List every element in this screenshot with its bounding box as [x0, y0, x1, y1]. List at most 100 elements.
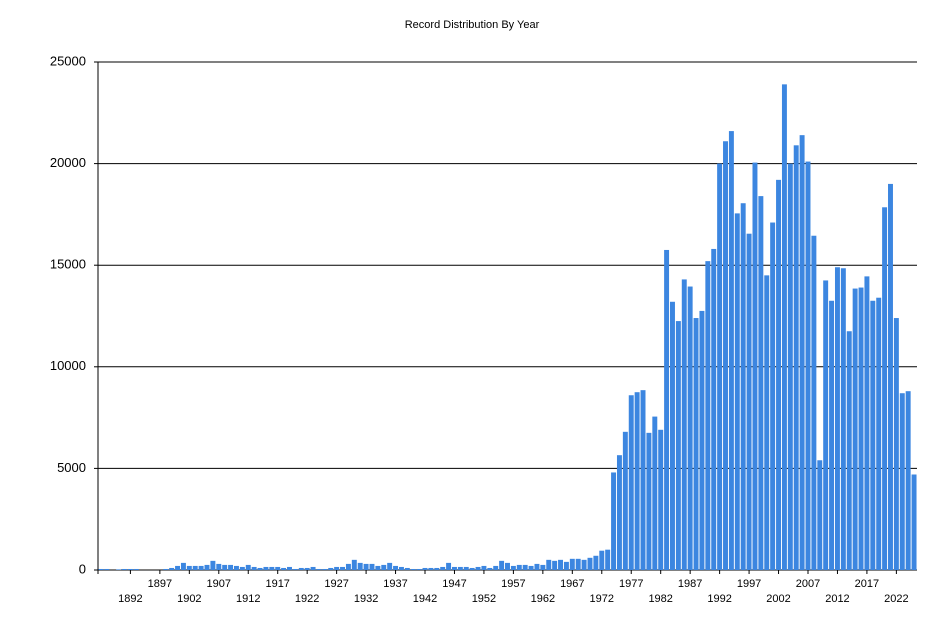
- bar: [911, 474, 917, 570]
- bar: [569, 558, 575, 570]
- bar: [905, 391, 911, 570]
- bar: [899, 393, 905, 570]
- bar: [510, 565, 516, 570]
- bar: [646, 432, 652, 570]
- bar: [216, 563, 222, 570]
- bar: [864, 276, 870, 570]
- bar: [581, 559, 587, 570]
- bar: [770, 222, 776, 570]
- bar: [717, 163, 723, 570]
- x-tick-label: 1952: [472, 593, 496, 605]
- bar: [487, 567, 493, 570]
- bar: [664, 249, 670, 570]
- x-tick-label: 1942: [413, 593, 437, 605]
- x-tick-label: 1892: [118, 593, 142, 605]
- bar: [434, 567, 440, 570]
- bar: [304, 567, 310, 570]
- bar: [829, 300, 835, 570]
- x-tick-label: 2022: [884, 593, 908, 605]
- bar: [846, 331, 852, 570]
- bar: [876, 297, 882, 570]
- bar: [493, 565, 499, 570]
- y-tick-label: 20000: [50, 155, 86, 170]
- bar: [534, 563, 540, 570]
- bar: [575, 558, 581, 570]
- y-tick-label: 0: [79, 561, 86, 576]
- bar: [781, 84, 787, 571]
- bar: [245, 564, 251, 570]
- x-tick-label: 1897: [148, 578, 172, 590]
- x-tick-label: 1972: [590, 593, 614, 605]
- x-tick-label: 1967: [560, 578, 584, 590]
- x-tick-label: 1947: [442, 578, 466, 590]
- bar: [440, 566, 446, 570]
- x-tick-label: 2017: [855, 578, 879, 590]
- bar: [711, 248, 717, 570]
- bar: [322, 568, 328, 570]
- bar: [723, 141, 728, 571]
- bar: [481, 565, 487, 570]
- bar: [239, 566, 245, 570]
- bar: [228, 564, 234, 570]
- bar: [652, 416, 658, 570]
- bar: [369, 563, 375, 570]
- bar: [192, 565, 198, 570]
- bar: [198, 565, 204, 570]
- bar: [611, 472, 617, 570]
- chart-title: Record Distribution By Year: [405, 19, 540, 31]
- bar: [340, 566, 345, 570]
- bar: [858, 287, 864, 570]
- bar: [292, 568, 298, 570]
- bar: [505, 562, 510, 570]
- x-tick-label: 1902: [177, 593, 201, 605]
- bar: [587, 557, 593, 570]
- bar: [281, 567, 287, 570]
- bar: [98, 568, 104, 570]
- bar: [752, 162, 758, 571]
- bar: [363, 563, 369, 570]
- bar: [375, 565, 381, 570]
- bar: [310, 566, 316, 570]
- x-tick-label: 1937: [383, 578, 407, 590]
- bar: [204, 564, 210, 570]
- bar: [410, 568, 416, 570]
- bar: [180, 562, 186, 570]
- bar: [393, 565, 399, 570]
- bar: [699, 310, 705, 570]
- bar: [116, 569, 122, 570]
- bar: [687, 286, 693, 570]
- bar: [734, 213, 740, 570]
- bar: [882, 207, 888, 570]
- bar: [222, 564, 228, 570]
- bar: [104, 568, 110, 570]
- x-tick-label: 1962: [531, 593, 555, 605]
- x-tick-label: 1927: [324, 578, 348, 590]
- bar: [823, 280, 829, 570]
- bar: [740, 203, 746, 570]
- bar: [351, 559, 357, 570]
- bar: [793, 145, 799, 570]
- bar: [404, 567, 410, 570]
- bar: [746, 233, 752, 571]
- bar: [681, 279, 687, 570]
- bar: [693, 318, 699, 570]
- x-tick-label: 1907: [207, 578, 231, 590]
- bar: [640, 390, 646, 570]
- bar: [546, 559, 552, 570]
- bar: [133, 568, 139, 570]
- bar: [634, 392, 640, 570]
- bar: [269, 566, 275, 570]
- bar: [275, 566, 281, 570]
- bar: [593, 555, 599, 570]
- x-tick-label: 2002: [766, 593, 790, 605]
- bar: [628, 395, 634, 570]
- bar: [169, 567, 175, 570]
- bar: [210, 560, 216, 570]
- x-tick-label: 1982: [648, 593, 672, 605]
- bar: [298, 567, 304, 570]
- bar: [787, 163, 793, 570]
- x-tick-label: 1917: [265, 578, 289, 590]
- y-tick-label: 25000: [50, 53, 86, 68]
- bar: [616, 455, 622, 570]
- bar: [416, 568, 422, 570]
